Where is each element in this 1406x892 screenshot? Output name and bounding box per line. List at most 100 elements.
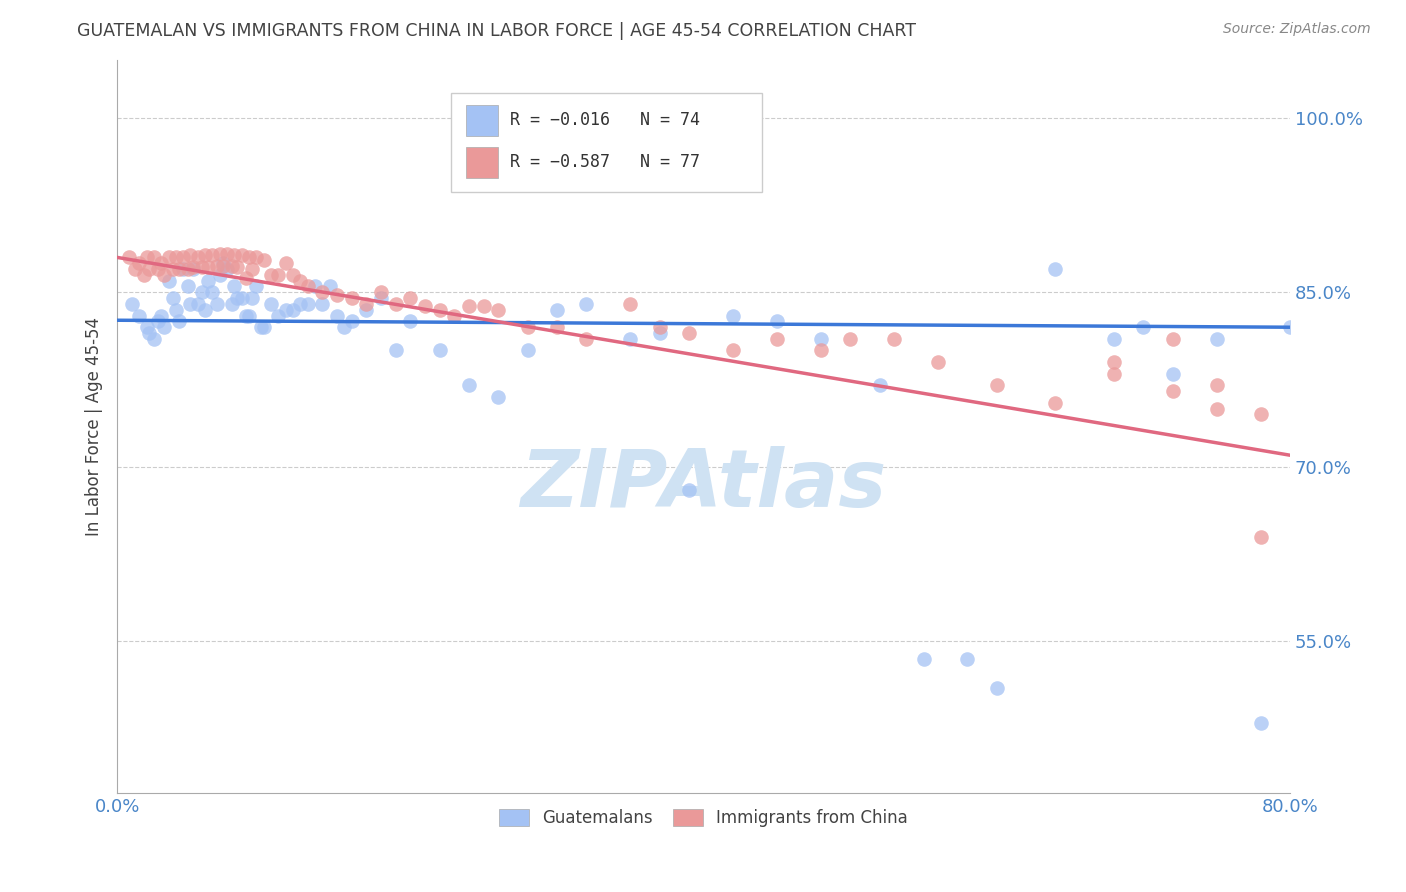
Point: [238, 251, 260, 265]
Text: GUATEMALAN VS IMMIGRANTS FROM CHINA IN LABOR FORCE | AGE 45-54 CORRELATION CHART: GUATEMALAN VS IMMIGRANTS FROM CHINA IN L…: [77, 22, 917, 40]
Point: [810, 343, 832, 358]
Point: [1161, 367, 1184, 381]
Point: [340, 291, 363, 305]
Point: [132, 268, 155, 282]
Point: [124, 262, 146, 277]
Point: [148, 314, 170, 328]
Point: [179, 297, 201, 311]
Point: [304, 279, 326, 293]
Point: [1102, 367, 1125, 381]
Point: [138, 326, 160, 340]
Point: [197, 274, 219, 288]
Point: [205, 259, 228, 273]
Point: [153, 320, 176, 334]
Point: [311, 297, 333, 311]
Point: [148, 262, 170, 277]
Point: [121, 297, 143, 311]
Point: [399, 291, 422, 305]
Point: [290, 274, 312, 288]
Point: [250, 320, 273, 334]
Point: [326, 309, 349, 323]
Point: [172, 251, 194, 265]
Point: [167, 314, 190, 328]
Point: [399, 314, 422, 328]
Point: [274, 256, 297, 270]
Point: [179, 248, 201, 262]
Legend: Guatemalans, Immigrants from China: Guatemalans, Immigrants from China: [491, 801, 917, 836]
Point: [260, 297, 283, 311]
Point: [226, 291, 249, 305]
Point: [191, 260, 214, 274]
Point: [150, 256, 173, 270]
Point: [150, 309, 173, 323]
Point: [153, 268, 176, 282]
Point: [208, 268, 231, 282]
Point: [224, 248, 246, 262]
Point: [245, 251, 267, 265]
Point: [231, 291, 253, 305]
Point: [413, 299, 436, 313]
Point: [458, 378, 481, 392]
Point: [956, 652, 979, 666]
Point: [429, 343, 451, 358]
Point: [1279, 320, 1302, 334]
Point: [326, 287, 349, 301]
Point: [135, 251, 157, 265]
Point: [201, 285, 224, 300]
Point: [575, 297, 598, 311]
Point: [128, 256, 150, 270]
Point: [217, 247, 239, 261]
Point: [191, 285, 214, 300]
Point: [208, 247, 231, 261]
Point: [260, 268, 283, 282]
Point: [138, 262, 160, 277]
Point: [211, 259, 233, 273]
Y-axis label: In Labor Force | Age 45-54: In Labor Force | Age 45-54: [86, 317, 103, 535]
Point: [162, 262, 184, 277]
Point: [274, 302, 297, 317]
Text: R = −0.587   N = 77: R = −0.587 N = 77: [510, 153, 700, 171]
Point: [810, 332, 832, 346]
Point: [253, 320, 276, 334]
Point: [176, 279, 198, 293]
Point: [221, 297, 243, 311]
Point: [281, 268, 304, 282]
Point: [384, 343, 406, 358]
Point: [443, 309, 465, 323]
Point: [384, 297, 406, 311]
Point: [927, 355, 949, 369]
Point: [370, 291, 392, 305]
Point: [205, 297, 228, 311]
Point: [183, 260, 205, 274]
Point: [839, 332, 862, 346]
Point: [486, 302, 509, 317]
Point: [1250, 715, 1272, 730]
Point: [267, 268, 290, 282]
Point: [187, 297, 209, 311]
Point: [766, 314, 789, 328]
Point: [165, 302, 187, 317]
Point: [356, 302, 378, 317]
Point: [575, 332, 598, 346]
Point: [319, 279, 342, 293]
Point: [516, 320, 538, 334]
Point: [986, 681, 1008, 695]
Point: [194, 248, 217, 262]
Point: [238, 309, 260, 323]
Point: [172, 262, 194, 277]
Point: [311, 285, 333, 300]
Point: [1045, 262, 1067, 277]
Point: [619, 297, 641, 311]
Point: [240, 291, 263, 305]
Point: [162, 291, 184, 305]
Point: [986, 378, 1008, 392]
Point: [128, 309, 150, 323]
Point: [194, 302, 217, 317]
Point: [1045, 396, 1067, 410]
Point: [157, 251, 180, 265]
Point: [176, 262, 198, 277]
Point: [165, 251, 187, 265]
Text: ZIPAtlas: ZIPAtlas: [520, 446, 887, 524]
Point: [356, 297, 378, 311]
Point: [1102, 355, 1125, 369]
